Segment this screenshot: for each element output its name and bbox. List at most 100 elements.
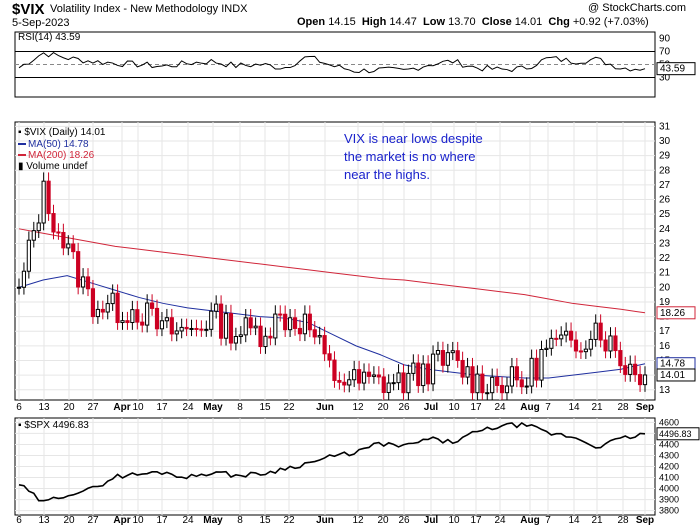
x-tick-label: 26 bbox=[398, 402, 410, 413]
vix-candle bbox=[105, 303, 110, 313]
annotation-text: the market is no where bbox=[344, 149, 476, 164]
vix-candle bbox=[288, 317, 293, 331]
vix-candle bbox=[421, 363, 426, 387]
price-tick-label: 30 bbox=[659, 136, 671, 147]
spx-tick-label: 3900 bbox=[659, 495, 679, 505]
vix-candle bbox=[534, 357, 539, 381]
low-value: 13.70 bbox=[448, 16, 476, 28]
vix-candle bbox=[564, 330, 569, 336]
rsi-last-box bbox=[656, 62, 696, 76]
vix-candle bbox=[391, 382, 396, 385]
x-tick-label: 24 bbox=[494, 402, 506, 413]
vix-candle bbox=[90, 288, 96, 318]
rsi-tick-label: 70 bbox=[659, 47, 671, 58]
price-tick-label: 13 bbox=[659, 385, 671, 396]
vix-legend: ▪ $VIX (Daily) 14.01 bbox=[18, 127, 106, 138]
vix-candle bbox=[381, 376, 386, 394]
spx-tick-label: 4000 bbox=[659, 484, 679, 494]
vix-candle bbox=[51, 213, 56, 233]
vix-candle bbox=[56, 231, 61, 234]
vix-candle bbox=[145, 302, 150, 326]
x-tick-label: 12 bbox=[352, 402, 364, 413]
vix-candle bbox=[357, 369, 362, 384]
vix-candle bbox=[46, 180, 51, 215]
vix-candle bbox=[130, 309, 135, 324]
spx-x-tick-label: 20 bbox=[63, 515, 75, 526]
spx-x-tick-label: 17 bbox=[470, 515, 482, 526]
spx-last-box bbox=[656, 427, 700, 441]
close-value: 14.01 bbox=[514, 16, 543, 28]
ma200-last-value-box bbox=[656, 306, 696, 320]
x-tick-label: Sep bbox=[636, 402, 654, 413]
vix-candle bbox=[445, 352, 450, 366]
chg-label: Chg bbox=[548, 16, 570, 28]
vix-candle bbox=[490, 376, 495, 394]
vix-candle bbox=[283, 313, 288, 331]
price-tick-label: 31 bbox=[659, 121, 671, 132]
rsi-tick-label: 30 bbox=[659, 73, 671, 84]
vix-candle bbox=[598, 322, 603, 341]
vix-candle bbox=[125, 320, 130, 324]
vix-candle bbox=[332, 359, 337, 381]
vix-candle bbox=[199, 328, 204, 331]
vix-candle bbox=[31, 230, 36, 241]
watermark[interactable]: @ StockCharts.com bbox=[588, 2, 686, 14]
spx-x-tick-label: 21 bbox=[591, 515, 603, 526]
spx-x-tick-label: 6 bbox=[16, 515, 22, 526]
chart-date: 5-Sep-2023 bbox=[12, 17, 70, 29]
vix-candle bbox=[140, 321, 145, 326]
x-tick-label: 7 bbox=[545, 402, 551, 413]
vix-candle bbox=[135, 309, 140, 323]
vix-candle bbox=[371, 374, 376, 377]
price-tick-label: 20 bbox=[659, 282, 671, 293]
vix-candle bbox=[327, 353, 332, 361]
vix-candle bbox=[80, 276, 86, 288]
spx-x-tick-label: Sep bbox=[636, 515, 654, 526]
spx-x-tick-label: Jul bbox=[424, 515, 439, 526]
vix-candle bbox=[223, 313, 229, 339]
vix-candle bbox=[460, 359, 465, 378]
vix-candle bbox=[120, 320, 125, 324]
rsi-line bbox=[18, 51, 646, 74]
vix-candle bbox=[204, 328, 209, 331]
vix-candle bbox=[361, 371, 367, 384]
spx-tick-label: 4600 bbox=[659, 417, 679, 427]
low-label: Low bbox=[423, 16, 446, 28]
vix-candle bbox=[416, 362, 421, 387]
vix-candle bbox=[352, 369, 357, 381]
spx-x-tick-label: 13 bbox=[38, 515, 50, 526]
vix-candle bbox=[317, 335, 322, 338]
vix-candle bbox=[549, 337, 554, 349]
vix-candle bbox=[347, 379, 352, 386]
vix-candle bbox=[184, 326, 189, 330]
x-tick-label: 27 bbox=[87, 402, 99, 413]
vix-candle bbox=[480, 373, 485, 394]
spx-line bbox=[18, 421, 646, 502]
spx-legend: ▪ $SPX 4496.83 bbox=[18, 420, 89, 431]
vix-candle bbox=[623, 365, 628, 375]
vix-candle bbox=[273, 313, 278, 339]
vix-candle bbox=[214, 303, 219, 312]
vix-candle bbox=[450, 350, 455, 354]
vix-candle bbox=[342, 381, 347, 386]
vix-candle bbox=[608, 335, 613, 352]
spx-x-tick-label: 10 bbox=[132, 515, 144, 526]
spx-x-tick-label: Jun bbox=[316, 515, 334, 526]
vix-candle bbox=[164, 317, 169, 322]
vix-candle bbox=[233, 336, 238, 344]
vix-candle bbox=[475, 373, 480, 394]
vix-candle bbox=[312, 329, 317, 338]
vix-candle bbox=[228, 313, 234, 344]
ma200-last-value: 18.26 bbox=[660, 308, 685, 319]
x-tick-label: May bbox=[203, 402, 223, 413]
vix-candle bbox=[376, 374, 381, 378]
spx-x-tick-label: 8 bbox=[237, 515, 243, 526]
x-tick-label: 10 bbox=[132, 402, 144, 413]
vix-candle bbox=[218, 303, 224, 339]
vix-candle bbox=[593, 322, 598, 340]
x-tick-label: Jul bbox=[424, 402, 439, 413]
spx-x-tick-label: May bbox=[203, 515, 223, 526]
x-tick-label: 15 bbox=[259, 402, 271, 413]
vix-candle bbox=[588, 338, 593, 350]
x-tick-label: 22 bbox=[283, 402, 295, 413]
